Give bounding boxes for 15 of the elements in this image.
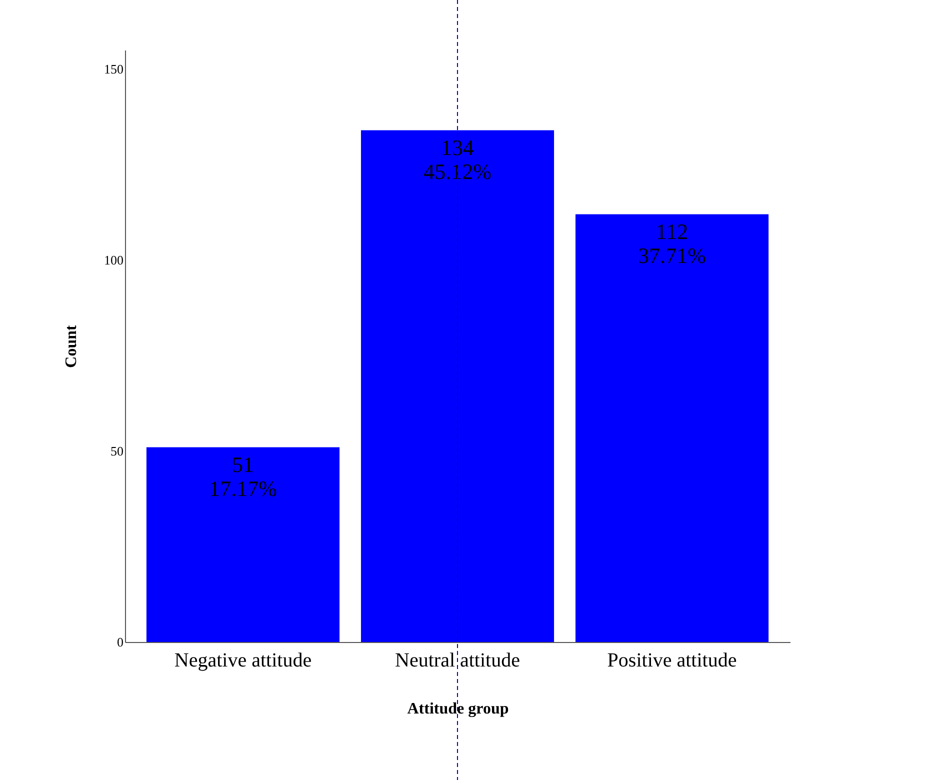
data-label: 112 37.71% (638, 219, 706, 268)
y-tick-label: 150 (104, 62, 124, 77)
x-tick-label: Positive attitude (607, 650, 737, 672)
data-label: 51 17.17% (209, 452, 277, 502)
y-tick-label: 50 (110, 444, 124, 459)
x-tick-label: Neutral attitude (395, 650, 520, 672)
y-axis-title: Count (63, 324, 80, 368)
bar (360, 130, 554, 642)
bar (575, 214, 769, 642)
x-tick-label: Negative attitude (174, 650, 312, 672)
bar (146, 447, 340, 642)
y-tick-label: 0 (117, 634, 124, 650)
x-axis-title: Attitude group (407, 700, 509, 718)
y-tick-label: 100 (104, 252, 124, 268)
data-label: 134 45.12% (424, 135, 492, 184)
